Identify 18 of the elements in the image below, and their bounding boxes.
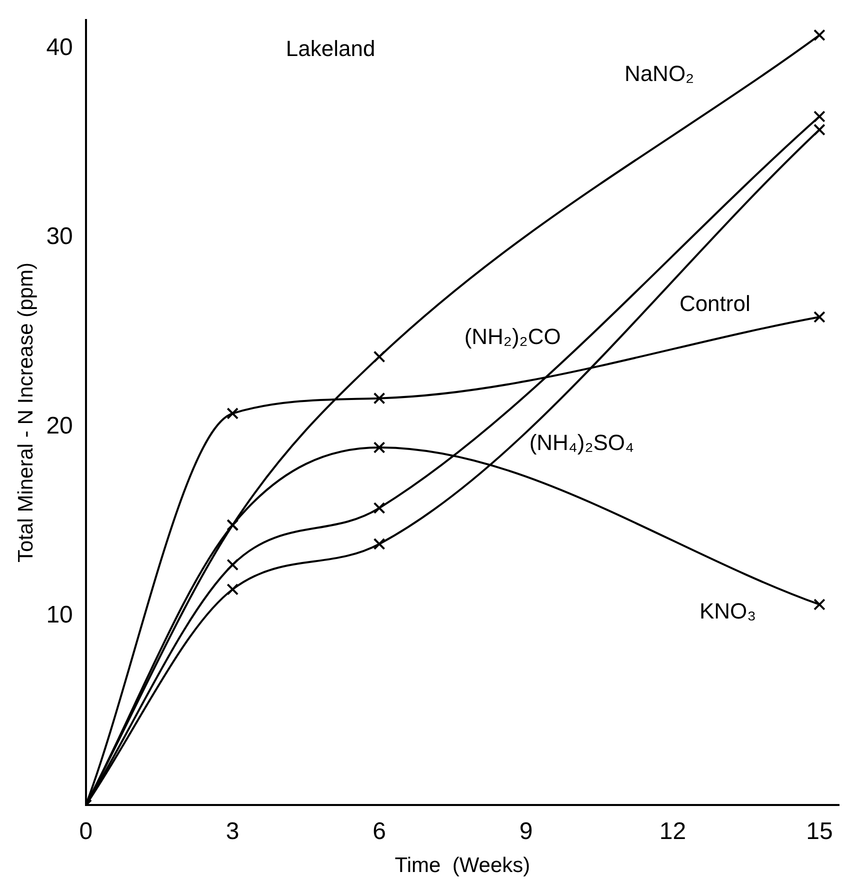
y-tick-label: 10 <box>46 601 73 628</box>
y-axis-title: Total Mineral - N Increase (ppm) <box>14 262 38 562</box>
x-tick-label: 12 <box>659 818 686 846</box>
series-label: KNO₃ <box>699 598 756 624</box>
y-tick-label: 20 <box>46 412 73 440</box>
x-tick-label: 9 <box>519 818 533 846</box>
x-axis-title: Time (Weeks) <box>394 854 530 878</box>
x-tick-label: 3 <box>226 818 240 846</box>
series-label: NaNO₂ <box>624 61 694 86</box>
series-label: (NH₄)₂SO₄ <box>529 430 634 456</box>
x-tick-label: 6 <box>372 818 386 846</box>
series-label: (NH₂)₂CO <box>464 324 561 350</box>
y-tick-label: 40 <box>46 34 73 61</box>
y-tick-label: 30 <box>46 223 73 250</box>
x-tick-label: 15 <box>806 818 833 846</box>
text: Lakeland <box>286 36 376 62</box>
series-label: Control <box>679 291 750 316</box>
x-tick-label: 0 <box>79 818 93 846</box>
